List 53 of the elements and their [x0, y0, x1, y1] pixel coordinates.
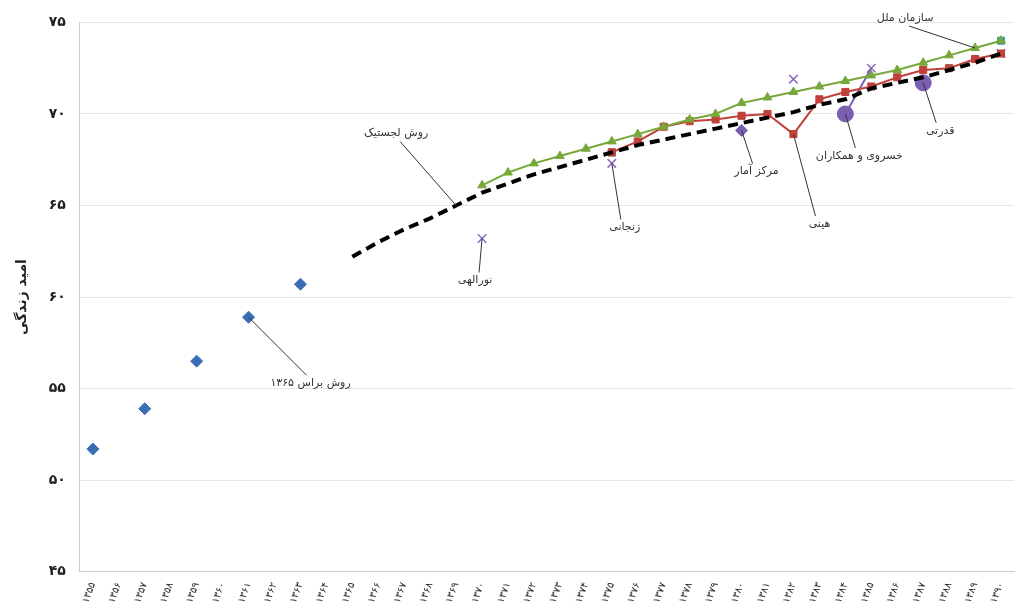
x-tick-label: ۱۳۶۹: [442, 580, 461, 605]
annotation: خسروی و همکاران: [815, 148, 903, 162]
x-tick-label: ۱۳۶۴: [313, 580, 331, 605]
x-tick-label: ۱۳۷۳: [546, 579, 565, 605]
annotation: روش براس ۱۳۶۵: [270, 376, 351, 390]
x-tick-label: ۱۳۸۰: [728, 580, 746, 605]
y-tick-label: ۵۵: [48, 379, 67, 396]
annotation: قدرتی: [925, 123, 955, 137]
x-tick-label: ۱۳۸۸: [935, 579, 954, 605]
annotation: نورالهی: [457, 273, 493, 287]
x-tick-label: ۱۳۸۲: [780, 580, 798, 605]
annotation: هینی: [808, 216, 831, 230]
annotation: مرکز آمار: [733, 163, 779, 178]
x-tick-label: ۱۳۷۱: [494, 580, 513, 605]
x-tick-label: ۱۳۷۲: [520, 580, 539, 605]
x-tick-label: ۱۳۶۰: [209, 580, 227, 605]
x-tick-label: ۱۳۵۸: [157, 579, 176, 605]
x-tick-label: ۱۳۸۹: [961, 580, 980, 605]
x-tick-label: ۱۳۵۹: [183, 580, 201, 605]
x-tick-label: ۱۳۷۷: [650, 579, 669, 605]
y-tick-label: ۷۰: [48, 104, 66, 121]
x-tick-label: ۱۳۶۳: [287, 579, 305, 605]
x-tick-label: ۱۳۷۰: [468, 580, 487, 605]
x-tick-label: ۱۳۷۴: [572, 580, 591, 605]
x-tick-label: ۱۳۶۱: [235, 580, 253, 605]
x-tick-label: ۱۳۷۹: [702, 580, 720, 605]
x-tick-label: ۱۳۸۳: [806, 579, 824, 605]
x-tick-label: ۱۳۵۵: [79, 580, 98, 605]
x-tick-label: ۱۳۸۶: [883, 580, 902, 605]
y-tick-label: ۴۵: [48, 562, 67, 579]
x-tick-label: ۱۳۸۵: [857, 580, 876, 605]
x-tick-label: ۱۳۷۶: [624, 580, 643, 605]
x-tick-label: ۱۳۸۴: [831, 580, 850, 605]
y-tick-label: ۶۰: [48, 287, 66, 304]
x-tick-label: ۱۳۶۷: [390, 579, 409, 605]
x-tick-label: ۱۳۷۵: [598, 580, 617, 605]
annotation: زنجانی: [609, 220, 641, 234]
x-tick-label: ۱۳۵۷: [131, 579, 150, 605]
annotation: سازمان ملل: [876, 10, 934, 24]
x-tick-label: ۱۳۶۸: [416, 579, 435, 605]
x-tick-label: ۱۳۶۲: [261, 580, 279, 605]
x-tick-label: ۱۳۷۸: [676, 579, 695, 605]
y-tick-label: ۷۵: [48, 13, 67, 30]
x-tick-label: ۱۳۸۱: [754, 580, 772, 605]
annotation: روش لجستیک: [363, 126, 429, 140]
y-tick-label: ۵۰: [48, 470, 66, 487]
x-tick-label: ۱۳۸۷: [909, 579, 928, 605]
x-tick-label: ۱۳۵۶: [105, 580, 124, 605]
x-tick-label: ۱۳۶۶: [364, 580, 383, 605]
y-axis-title: امید زندگی: [13, 259, 30, 335]
y-tick-label: ۶۵: [48, 196, 67, 213]
x-tick-label: ۱۳۶۵: [338, 580, 357, 605]
x-tick-label: ۱۳۹۰: [987, 580, 1006, 605]
